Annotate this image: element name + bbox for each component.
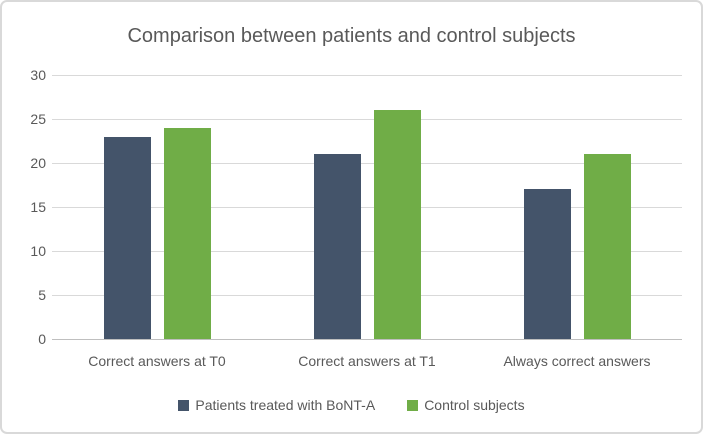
y-tick-label: 20: [30, 155, 46, 171]
gridline: [52, 75, 682, 76]
y-tick-label: 0: [38, 331, 46, 347]
bar-series1-cat0: [163, 127, 211, 339]
bar-series1-cat1: [373, 110, 421, 339]
y-tick-label: 25: [30, 111, 46, 127]
gridline: [52, 119, 682, 120]
gridline: [52, 295, 682, 296]
x-axis-line: [52, 339, 682, 340]
legend-label: Patients treated with BoNT-A: [195, 397, 376, 413]
legend-item-series0: Patients treated with BoNT-A: [178, 397, 375, 413]
gridline: [52, 207, 682, 208]
gridline: [52, 251, 682, 252]
x-category-label: Always correct answers: [503, 353, 651, 369]
x-category-label: Correct answers at T0: [88, 353, 226, 369]
bar-series1-cat2: [583, 154, 631, 339]
gridline: [52, 163, 682, 164]
bar-series0-cat2: [523, 189, 571, 339]
y-tick-label: 5: [38, 287, 46, 303]
bar-series0-cat1: [313, 154, 361, 339]
y-tick-label: 10: [30, 243, 46, 259]
legend-label: Control subjects: [424, 397, 525, 413]
legend-swatch-icon: [407, 399, 419, 411]
legend-item-series1: Control subjects: [407, 397, 525, 413]
legend: Patients treated with BoNT-A Control subj…: [2, 393, 701, 417]
chart-title: Comparison between patients and control …: [127, 25, 576, 47]
x-category-label: Correct answers at T1: [298, 353, 436, 369]
y-tick-label: 30: [30, 67, 46, 83]
legend-swatch-icon: [178, 399, 190, 411]
y-tick-label: 15: [30, 199, 46, 215]
bar-series0-cat0: [103, 136, 151, 339]
